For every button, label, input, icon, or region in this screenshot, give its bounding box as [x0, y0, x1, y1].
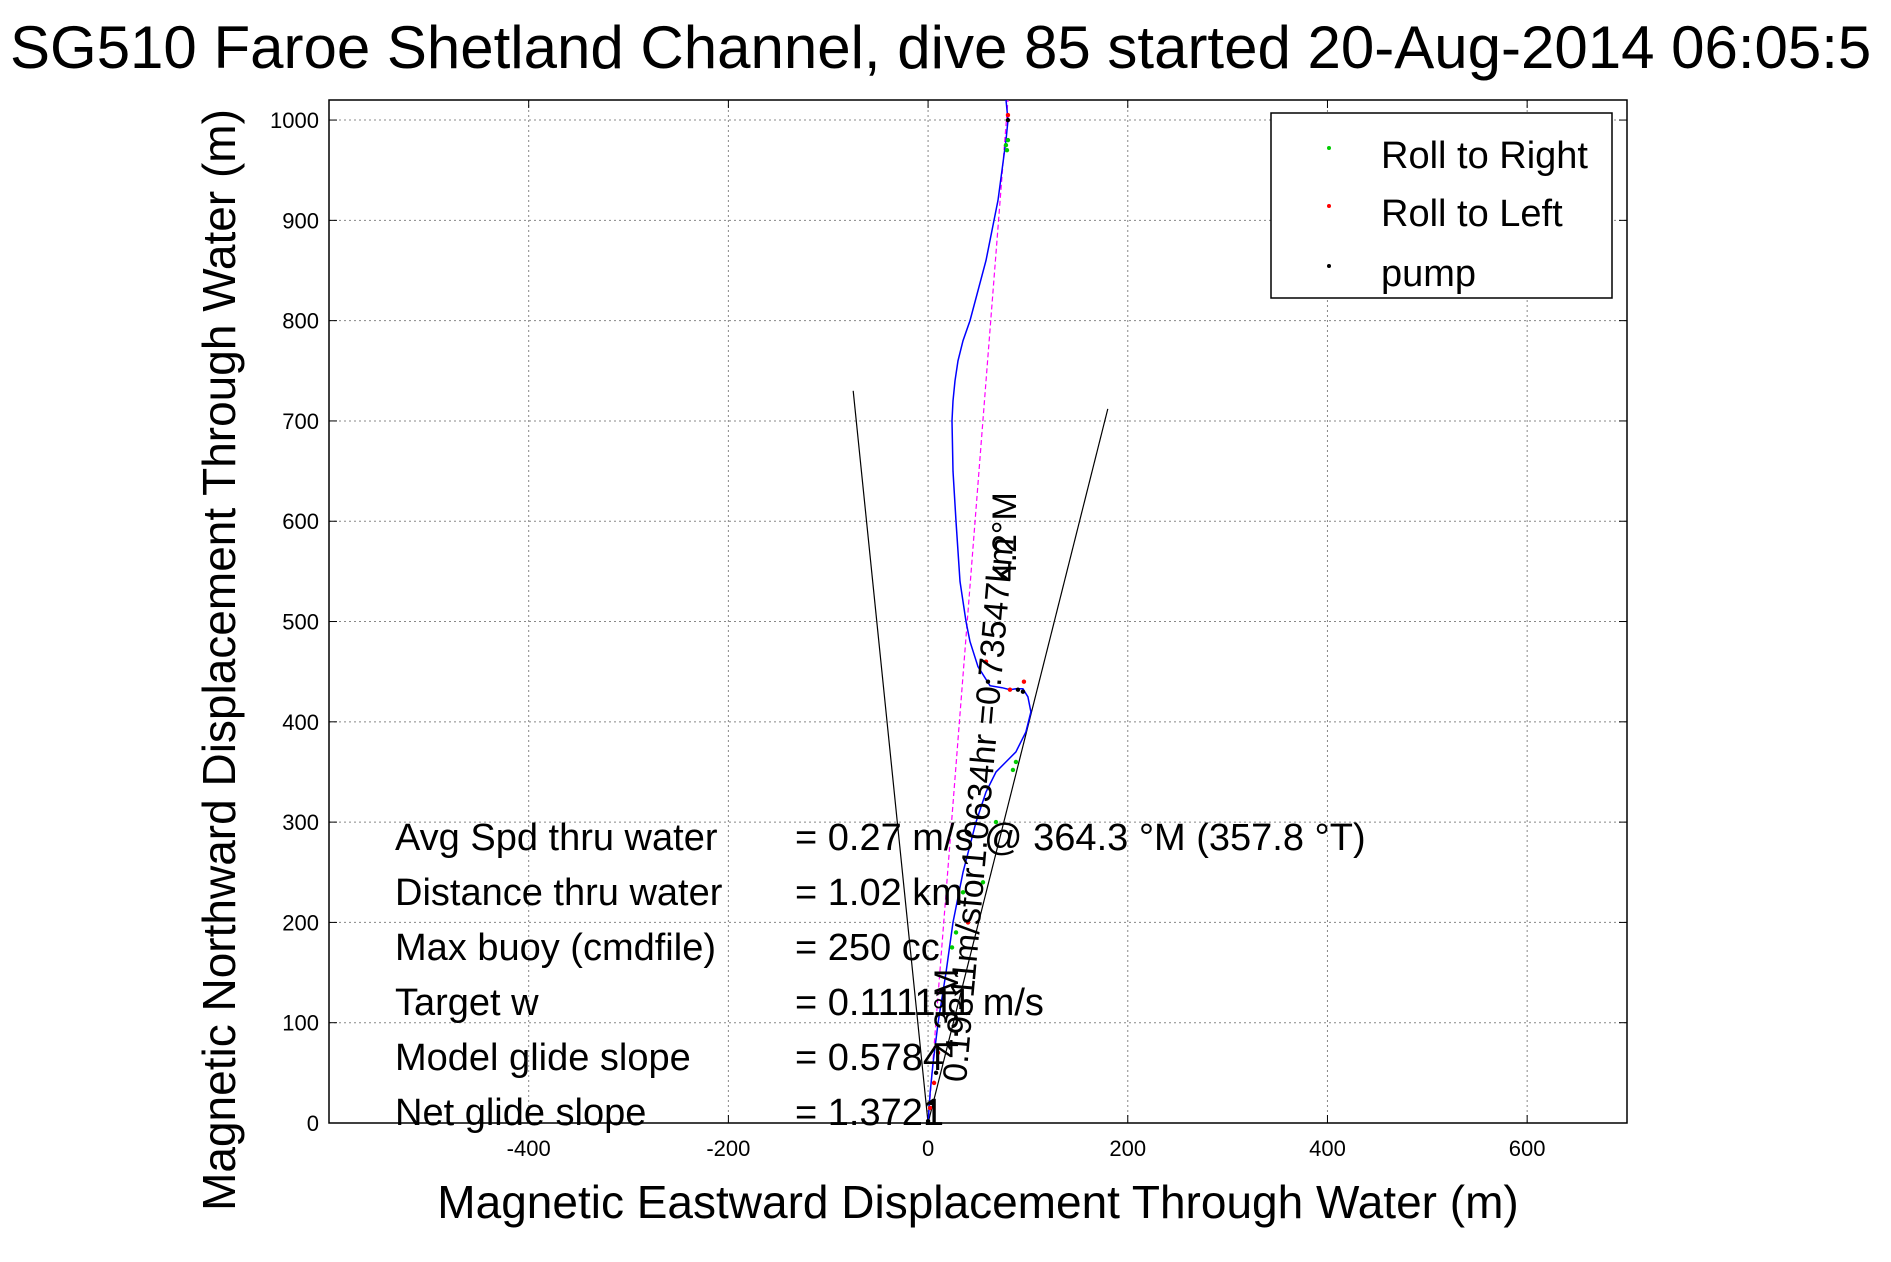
stat-label: Max buoy (cmdfile) — [395, 927, 716, 969]
x-tick-label: 0 — [922, 1136, 934, 1161]
y-tick-label: 500 — [282, 610, 319, 635]
marker-roll-to-right — [1003, 142, 1009, 148]
track-line — [927, 99, 1032, 1124]
marker-pump — [1020, 689, 1026, 694]
stat-label: Avg Spd thru water — [395, 817, 718, 859]
y-tick-label: 600 — [282, 509, 319, 534]
marker-roll-to-right — [949, 945, 955, 950]
stat-value: = 1.3721 — [795, 1092, 944, 1134]
legend-label-roll-left: Roll to Left — [1381, 193, 1563, 235]
marker-roll-to-left — [983, 659, 989, 664]
marker-pump — [1005, 117, 1011, 123]
cone-line — [852, 390, 929, 1124]
marker-pump — [925, 1118, 931, 1124]
y-tick-label: 200 — [282, 910, 319, 935]
marker-roll-to-right — [960, 890, 966, 895]
stat-label: Distance thru water — [395, 872, 723, 914]
marker-roll-to-right — [1005, 137, 1011, 143]
y-tick-label: 700 — [282, 409, 319, 434]
legend-label-roll-right: Roll to Right — [1381, 135, 1588, 177]
plot-frame — [328, 99, 1628, 1124]
marker-roll-to-right — [953, 930, 959, 935]
x-tick-label: 600 — [1509, 1136, 1546, 1161]
marker-roll-to-right — [980, 880, 986, 885]
marker-roll-to-left — [965, 920, 971, 925]
legend: Roll to Right Roll to Left pump — [1270, 112, 1613, 299]
y-tick-label: 800 — [282, 309, 319, 334]
stat-label: Target w — [395, 982, 539, 1024]
marker-roll-to-left — [931, 1080, 937, 1086]
marker-pump — [985, 679, 991, 684]
y-axis-ticks: 0 100 200 300 400 500 600 700 800 900 1000 — [270, 108, 1627, 1136]
x-tick-label: -400 — [507, 1136, 551, 1161]
stat-value: = 0.27 m/s @ 364.3 °M (357.8 °T) — [795, 817, 1366, 859]
x-tick-label: 200 — [1109, 1136, 1146, 1161]
stat-value: = 0.5784 — [795, 1037, 944, 1079]
marker-roll-to-left — [1005, 112, 1011, 118]
legend-marker-roll-right — [1327, 146, 1331, 150]
marker-roll-to-right — [1010, 767, 1016, 773]
marker-pump — [1015, 687, 1021, 692]
x-axis-ticks: -400 -200 0 200 400 600 — [507, 100, 1546, 1161]
chart-title: SG510 Faroe Shetland Channel, dive 85 st… — [10, 14, 1871, 81]
marker-roll-to-left — [1021, 679, 1027, 684]
y-tick-label: 1000 — [270, 108, 319, 133]
y-tick-label: 400 — [282, 710, 319, 735]
dive-stats: Avg Spd thru water = 0.27 m/s @ 364.3 °M … — [395, 817, 1366, 1134]
dive-track — [927, 99, 1032, 1124]
marker-roll-to-left — [935, 1050, 941, 1055]
y-tick-label: 0 — [307, 1111, 319, 1136]
stat-value: = 0.111111 m/s — [795, 982, 1044, 1024]
legend-marker-roll-left — [1327, 204, 1331, 208]
y-axis-label: Magnetic Northward Displacement Through … — [193, 109, 245, 1211]
track-annotation: 4.3°M — [928, 969, 966, 1058]
cone-line — [927, 408, 1109, 1124]
y-tick-label: 100 — [282, 1011, 319, 1036]
marker-roll-to-right — [1013, 759, 1019, 765]
stat-label: Model glide slope — [395, 1037, 691, 1079]
markers — [925, 112, 1027, 1124]
marker-roll-to-left — [1007, 687, 1013, 692]
marker-roll-to-left — [927, 1105, 933, 1111]
y-tick-label: 900 — [282, 208, 319, 233]
y-tick-label: 300 — [282, 810, 319, 835]
stat-label: Net glide slope — [395, 1092, 646, 1134]
marker-pump — [933, 1070, 939, 1076]
legend-marker-pump — [1327, 264, 1331, 268]
legend-label-pump: pump — [1381, 253, 1476, 295]
stat-value: = 1.02 km — [795, 872, 963, 914]
x-tick-label: 400 — [1309, 1136, 1346, 1161]
marker-roll-to-right — [993, 819, 999, 825]
x-tick-label: -200 — [706, 1136, 750, 1161]
marker-pump — [928, 1100, 934, 1106]
stat-value: = 250 cc — [795, 927, 940, 969]
heading-segment — [927, 99, 1009, 1124]
heading-line — [927, 99, 1009, 1124]
heading-cone — [852, 390, 1109, 1124]
marker-roll-to-right — [1004, 147, 1010, 153]
track-annotation: 4.2°M — [986, 492, 1024, 581]
x-axis-label: Magnetic Eastward Displacement Through W… — [437, 1176, 1518, 1228]
